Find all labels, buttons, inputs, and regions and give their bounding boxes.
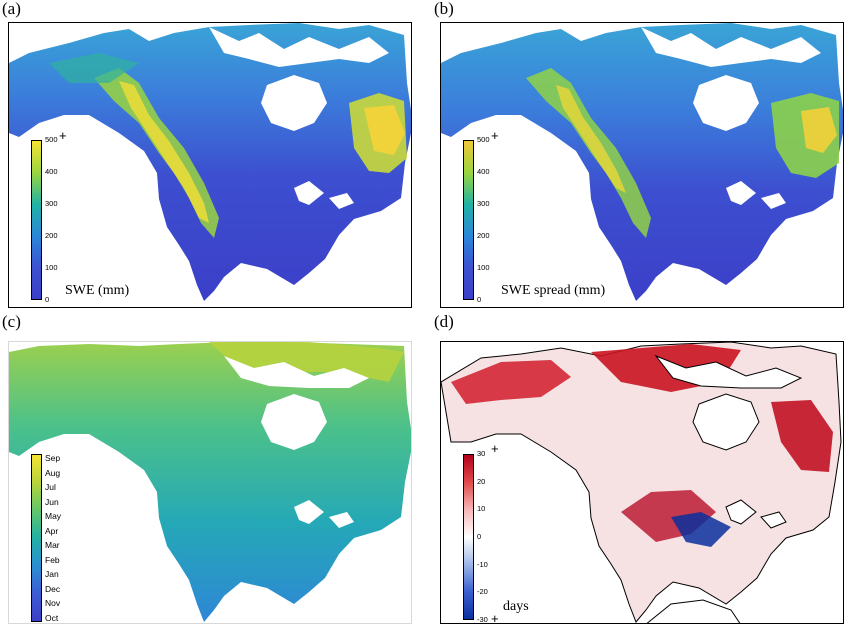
panel-label-b: (b) [434,0,454,18]
negative-lakes [671,512,731,547]
hudson-bay [693,75,759,131]
trend-map-d [441,342,842,623]
snow-mid-north [49,53,139,83]
spread-band-coast [526,68,651,238]
colorbar-tick-label: 400 [45,167,58,176]
great-lakes [726,181,786,209]
colorbar-tick-label: 10 [477,504,486,514]
map-panel-c: Sep Aug Jul Jun May Apr Mar Feb Jan Dec Nov Oct [8,341,412,624]
unit-label-a: SWE (mm) [65,283,130,298]
map-panel-a: + 500 400 300 200 100 0 SWE (mm) [8,22,412,308]
colorbar-tick-label: 500 [477,135,490,144]
colorbar-tick-label: 500 [45,135,58,144]
snow-east-high [364,105,405,155]
colorbar-tick-label: Aug [45,467,61,478]
gulf-mexico [646,599,741,623]
colorbar-tick-label: 200 [45,231,58,240]
gulf-mexico [215,600,308,623]
colorbar-tick-label: 100 [45,263,58,272]
spread-band-high [556,85,626,193]
colorbar-tick-label: 30 [477,449,486,458]
colorbar-plus-bottom-d: + [491,611,499,624]
snow-band-high [119,81,209,223]
panel-label-d: (d) [434,312,454,331]
panel-label-c: (c) [2,312,21,331]
colorbar-tick-label: Jun [45,496,59,507]
gulf-mexico [215,281,308,307]
unit-label-b: SWE spread (mm) [501,283,606,298]
colorbar-tick-label: May [45,511,62,522]
spread-east-high [801,107,837,153]
colorbar-tick-label: 300 [477,199,490,208]
colorbar-tick-label: 0 [477,532,482,541]
positive-east [771,400,833,472]
hudson-bay [692,393,760,451]
colorbar-plus-a: + [59,128,67,143]
colorbar-tick-label: -10 [477,559,488,569]
swe-map-a [9,23,411,307]
colorbar-plus-top-d: + [491,441,499,456]
snow-timing-map-c [9,342,411,623]
hudson-bay [261,394,327,450]
colorbar-tick-label: Sep [45,453,61,463]
colorbar-tick-label: -30 [477,615,488,624]
colorbar-tick-label: -20 [477,587,488,597]
colorbar-tick-label: 200 [477,231,490,240]
colorbar-plus-b: + [491,128,499,143]
colorbar-tick-label: 0 [45,295,50,304]
map-panel-d: + + 30 20 10 0 -10 -20 -30 days [440,341,844,624]
arctic-water [224,356,369,388]
continent-shape [441,23,843,301]
colorbar-tick-label: Feb [45,554,60,565]
colorbar-tick-label: Jan [45,569,59,580]
map-panel-b: + 500 400 300 200 100 0 SWE spread (mm) [440,22,844,308]
positive-north-west [451,360,571,404]
arctic-water [209,27,389,67]
hudson-bay [261,75,327,131]
unit-label-d: days [503,599,529,614]
colorbar-tick-label: Nov [45,598,61,609]
great-lakes [294,181,354,209]
great-lakes [725,499,787,529]
colorbar-tick-label: 20 [477,476,486,486]
swe-spread-map-b [441,23,843,307]
colorbar-tick-label: Mar [45,540,60,551]
colorbar-c [31,454,42,622]
colorbar-tick-label: Dec [45,583,61,594]
colorbar-a [31,140,42,300]
late-season-north [209,342,404,382]
colorbar-tick-label: Oct [45,613,59,623]
colorbar-tick-label: Apr [45,525,59,536]
colorbar-tick-label: 100 [477,263,490,272]
colorbar-tick-label: 400 [477,167,490,176]
colorbar-tick-label: 0 [477,295,482,304]
colorbar-tick-label: 300 [45,199,58,208]
arctic-water [641,27,821,67]
colorbar-b [463,140,474,300]
great-lakes [294,500,354,528]
colorbar-tick-label: Jul [45,482,56,493]
panel-label-a: (a) [2,0,21,18]
colorbar-d [463,454,474,620]
gulf-mexico [647,281,740,307]
arctic-water [654,354,803,389]
